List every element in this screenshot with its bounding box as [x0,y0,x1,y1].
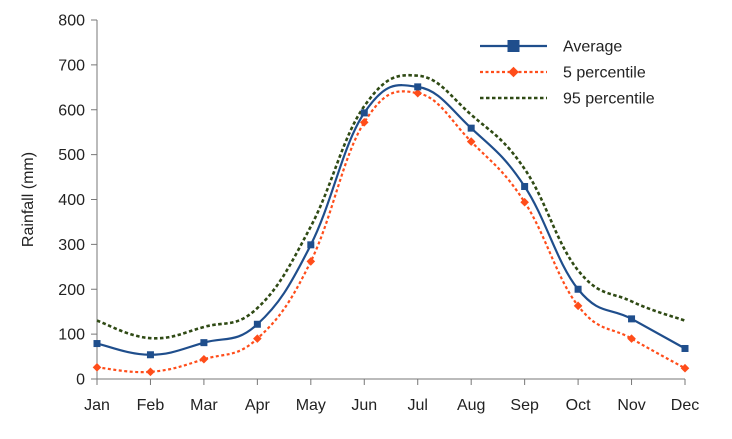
data-point [306,257,316,266]
data-point [307,241,315,249]
legend-item: 5 percentile [480,65,646,82]
legend: Average 5 percentile 95 percentile [480,39,655,108]
data-point [413,88,423,98]
x-tick-label: Feb [137,397,165,414]
x-tick-label: Apr [245,397,271,414]
x-tick-label: Aug [457,397,485,414]
data-point [680,363,690,373]
data-point [574,285,582,293]
data-point [200,339,208,347]
data-point [359,118,369,127]
series-line [96,90,686,374]
y-tick-label: 0 [76,372,85,389]
x-tick-label: Sep [510,397,539,414]
y-tick-label: 400 [58,192,85,209]
y-axis-title: Rainfall (mm) [20,152,37,247]
data-point [360,109,368,117]
data-point [467,124,475,132]
legend-marker [507,40,520,52]
x-tick-label: Jun [351,397,377,414]
series-95-percentile [96,73,686,340]
y-tick-label: 700 [58,57,85,74]
data-point [627,334,636,343]
x-tick-label: Nov [617,397,645,414]
data-point [253,320,261,328]
legend-label: Average [563,39,622,56]
series-line [96,73,686,340]
legend-item: Average [480,39,622,56]
data-point [573,301,583,311]
x-tick-label: Mar [190,397,218,414]
y-tick-label: 100 [58,327,85,344]
data-point [414,83,422,91]
y-tick-label: 200 [58,282,85,299]
data-point [466,137,476,146]
data-point [628,315,636,323]
x-tick-label: Dec [671,397,699,414]
x-axis: Jan Feb Mar Apr May Jun Jul Aug Sep Oct Nov Dec [84,378,699,414]
series-average [93,83,689,359]
data-point [199,354,209,364]
x-tick-label: May [296,397,326,414]
data-point [681,344,689,352]
y-tick-label: 800 [58,13,85,30]
series-line [96,84,686,356]
legend-label: 95 percentile [563,91,655,108]
series-5-percentile [92,88,690,377]
x-tick-label: Oct [566,397,591,414]
x-tick-label: Jan [84,397,110,414]
series-group [92,73,690,377]
legend-marker [508,66,519,78]
data-point [146,351,154,359]
y-tick-label: 600 [58,102,85,119]
x-tick-label: Jul [408,397,428,414]
data-point [92,363,102,372]
y-tick-label: 500 [58,147,85,164]
data-point [253,334,262,343]
data-point [93,340,101,348]
y-axis: 0 100 200 300 400 500 600 700 800 [58,13,98,389]
legend-label: 5 percentile [563,65,646,82]
data-point [520,197,529,207]
data-point [521,182,529,190]
data-point [146,367,155,377]
y-tick-label: 300 [58,237,85,254]
legend-item: 95 percentile [480,91,655,108]
